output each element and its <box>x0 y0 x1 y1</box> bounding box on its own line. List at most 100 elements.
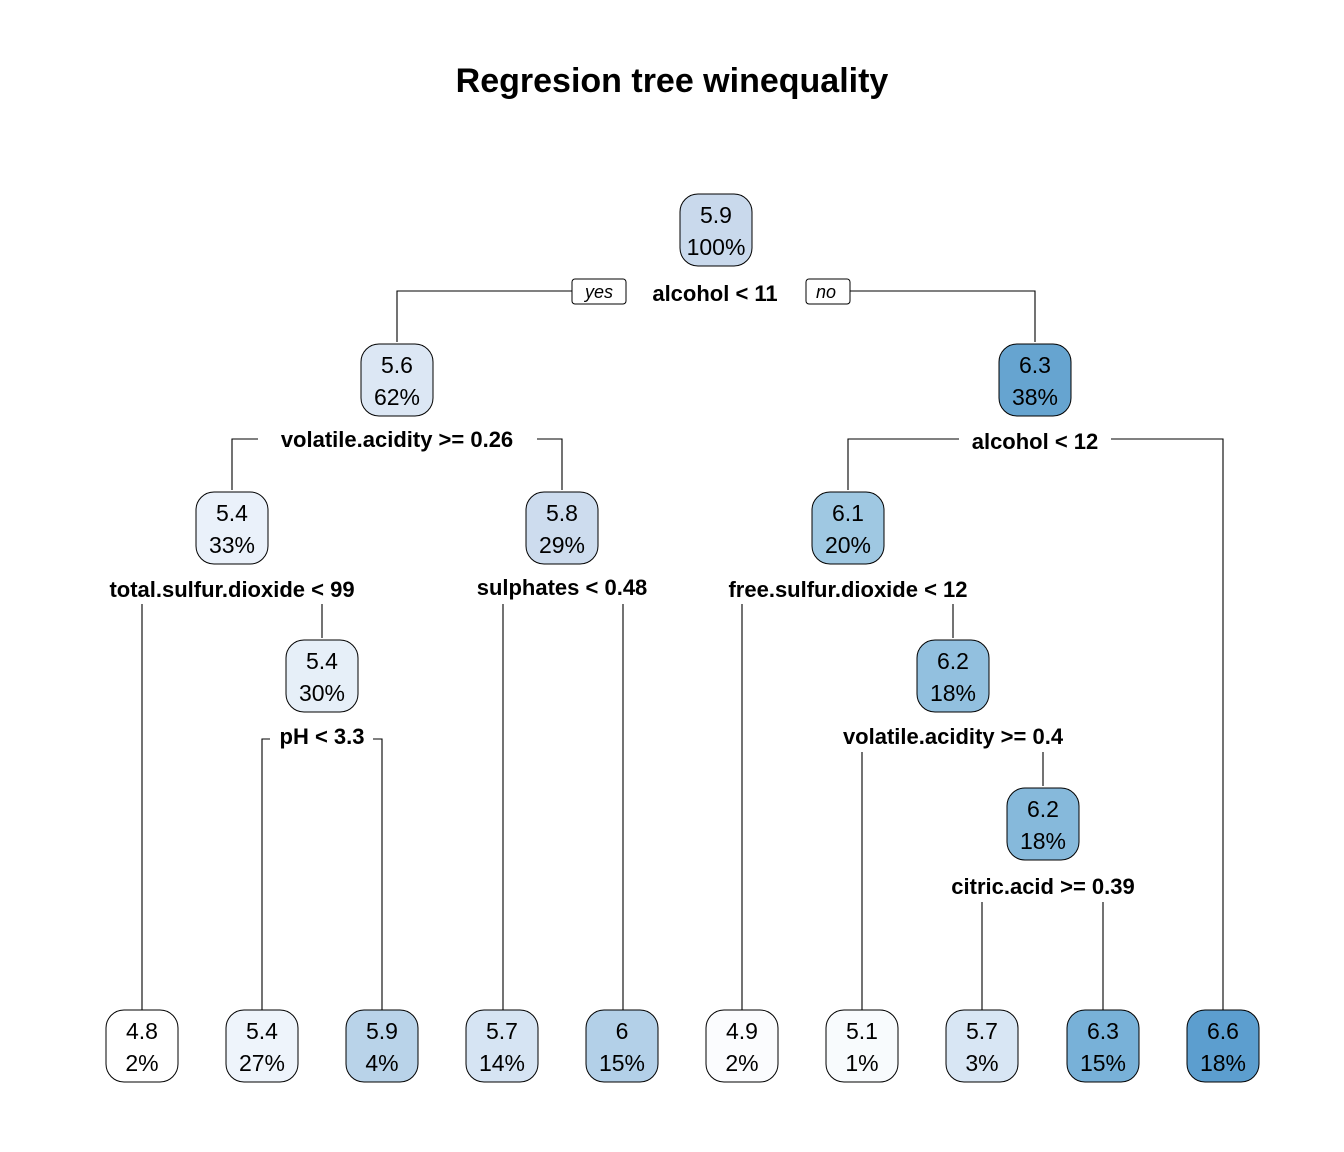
node-value: 6.3 <box>1087 1018 1119 1044</box>
split-label-s_n3: alcohol < 12 <box>972 429 1099 454</box>
node-percentage: 15% <box>1080 1050 1126 1076</box>
node-value: 6.2 <box>937 648 969 674</box>
leaf-node-l5: 615% <box>585 1009 659 1083</box>
yes-branch-tag: yes <box>571 278 627 305</box>
tree-nodes: 5.9100%5.662%6.338%5.433%5.829%6.120%5.4… <box>105 193 1260 1083</box>
leaf-node-l2: 5.427% <box>225 1009 299 1083</box>
node-value: 6.3 <box>1019 352 1051 378</box>
node-value: 5.7 <box>486 1018 518 1044</box>
tree-edge <box>261 738 270 1010</box>
node-box <box>525 491 599 565</box>
node-box <box>1186 1009 1260 1083</box>
split-label-s_n27: citric.acid >= 0.39 <box>951 874 1134 899</box>
node-box <box>1006 787 1080 861</box>
node-value: 5.4 <box>216 500 248 526</box>
node-value: 6.6 <box>1207 1018 1239 1044</box>
tree-edge <box>231 438 258 490</box>
split-label-s_n9: pH < 3.3 <box>280 724 365 749</box>
tree-node-n13: 6.218% <box>916 639 990 713</box>
node-value: 4.9 <box>726 1018 758 1044</box>
node-value: 5.8 <box>546 500 578 526</box>
tree-edge <box>396 290 572 342</box>
node-percentage: 2% <box>725 1050 758 1076</box>
node-value: 5.4 <box>246 1018 278 1044</box>
node-percentage: 2% <box>125 1050 158 1076</box>
node-percentage: 18% <box>1020 828 1066 854</box>
split-label-s_n5: sulphates < 0.48 <box>477 575 648 600</box>
node-percentage: 14% <box>479 1050 525 1076</box>
tree-node-n4: 5.433% <box>195 491 269 565</box>
node-value: 4.8 <box>126 1018 158 1044</box>
node-box <box>465 1009 539 1083</box>
node-box <box>195 491 269 565</box>
node-value: 5.9 <box>366 1018 398 1044</box>
node-percentage: 30% <box>299 680 345 706</box>
node-box <box>811 491 885 565</box>
tree-node-n5: 5.829% <box>525 491 599 565</box>
yes-tag-label: yes <box>583 282 613 302</box>
tree-node-n27: 6.218% <box>1006 787 1080 861</box>
tree-node-n9: 5.430% <box>285 639 359 713</box>
leaf-node-l4: 5.714% <box>465 1009 539 1083</box>
node-value: 5.7 <box>966 1018 998 1044</box>
tree-edge <box>1111 438 1224 1010</box>
leaf-node-l8: 5.73% <box>945 1009 1019 1083</box>
leaf-node-l3: 5.94% <box>345 1009 419 1083</box>
split-label-s_root: alcohol < 11 <box>652 281 777 306</box>
node-box <box>945 1009 1019 1083</box>
tree-edge <box>850 290 1036 342</box>
node-percentage: 20% <box>825 532 871 558</box>
split-labels: alcohol < 11 volatile.acidity >= 0.26 alco… <box>109 281 1134 899</box>
node-box <box>1066 1009 1140 1083</box>
node-box <box>105 1009 179 1083</box>
node-box <box>360 343 434 417</box>
tree-edge <box>537 438 563 490</box>
node-value: 6.1 <box>832 500 864 526</box>
node-box <box>585 1009 659 1083</box>
node-percentage: 3% <box>965 1050 998 1076</box>
tree-edge <box>373 738 383 1010</box>
leaf-node-l9: 6.315% <box>1066 1009 1140 1083</box>
node-percentage: 29% <box>539 532 585 558</box>
tree-node-n3: 6.338% <box>998 343 1072 417</box>
no-tag-box <box>805 278 851 305</box>
node-percentage: 15% <box>599 1050 645 1076</box>
node-box <box>998 343 1072 417</box>
node-percentage: 27% <box>239 1050 285 1076</box>
node-percentage: 62% <box>374 384 420 410</box>
no-tag-label: no <box>816 282 836 302</box>
leaf-node-l10: 6.618% <box>1186 1009 1260 1083</box>
tree-node-n6: 6.120% <box>811 491 885 565</box>
tree-edges <box>141 290 1224 1010</box>
node-value: 6.2 <box>1027 796 1059 822</box>
node-box <box>345 1009 419 1083</box>
node-percentage: 33% <box>209 532 255 558</box>
split-label-s_n4: total.sulfur.dioxide < 99 <box>109 577 354 602</box>
node-box <box>679 193 753 267</box>
node-percentage: 100% <box>687 234 746 260</box>
leaf-node-l6: 4.92% <box>705 1009 779 1083</box>
leaf-node-l1: 4.82% <box>105 1009 179 1083</box>
tree-node-n2: 5.662% <box>360 343 434 417</box>
node-value: 5.6 <box>381 352 413 378</box>
node-value: 5.1 <box>846 1018 878 1044</box>
branch-tags: yes no <box>571 278 851 305</box>
node-percentage: 38% <box>1012 384 1058 410</box>
diagram-title: Regresion tree winequality <box>456 62 889 100</box>
tree-node-root: 5.9 100% <box>679 193 753 267</box>
node-percentage: 18% <box>1200 1050 1246 1076</box>
leaf-node-l7: 5.11% <box>825 1009 899 1083</box>
node-percentage: 4% <box>365 1050 398 1076</box>
node-value: 6 <box>616 1018 629 1044</box>
node-box <box>705 1009 779 1083</box>
tree-edge <box>847 438 959 490</box>
node-box <box>285 639 359 713</box>
node-box <box>825 1009 899 1083</box>
split-label-s_n2: volatile.acidity >= 0.26 <box>281 427 513 452</box>
node-box <box>916 639 990 713</box>
node-percentage: 18% <box>930 680 976 706</box>
split-label-s_n13: volatile.acidity >= 0.4 <box>843 724 1064 749</box>
node-value: 5.4 <box>306 648 338 674</box>
split-label-s_n6: free.sulfur.dioxide < 12 <box>728 577 967 602</box>
